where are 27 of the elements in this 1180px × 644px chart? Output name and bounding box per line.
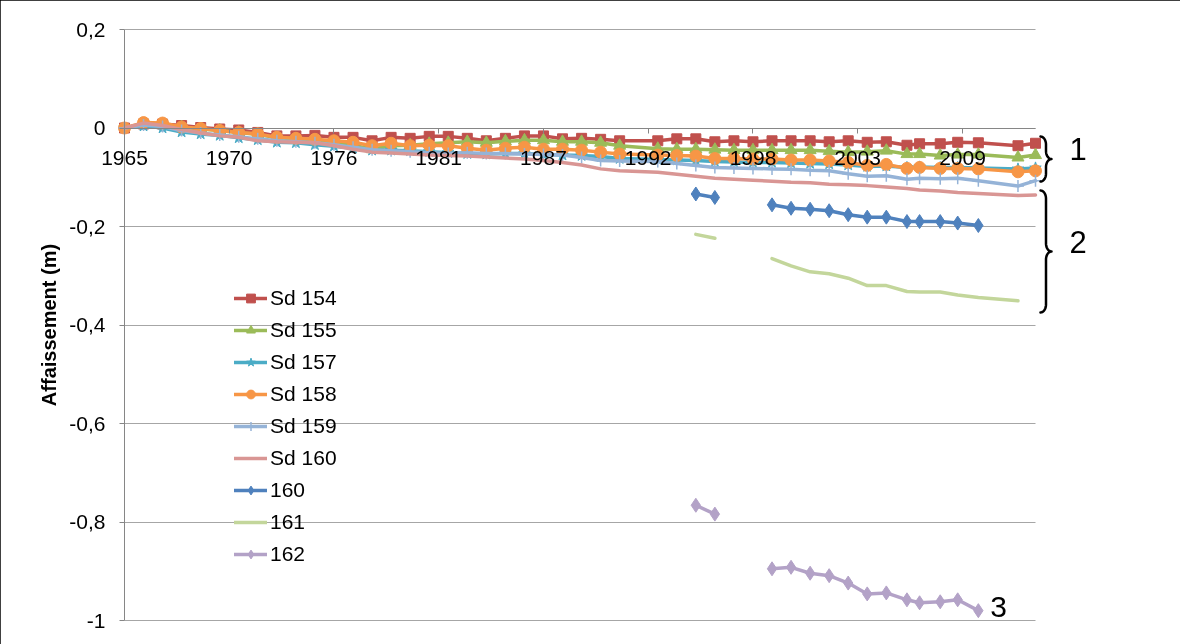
legend-label: Sd 154 [270, 286, 337, 310]
x-tick-label: 1976 [310, 146, 358, 169]
y-axis-title: Affaissement (m) [38, 243, 61, 407]
x-tick-label: 1970 [205, 146, 253, 169]
x-tick-label: 1965 [101, 146, 148, 169]
y-tick-label: 0,2 [76, 17, 106, 41]
legend-label: 160 [270, 478, 306, 502]
y-tick-label: 0 [93, 116, 106, 139]
y-tick-label: -0,4 [69, 313, 106, 336]
y-tick-label: -1 [86, 608, 106, 632]
text: 2 [1069, 224, 1087, 260]
x-tick-label: 2009 [939, 146, 986, 169]
x-tick-label: 1998 [729, 146, 777, 169]
x-tick-label: 1987 [520, 146, 567, 169]
legend-label: 161 [270, 510, 306, 534]
y-tick-label: -0,2 [69, 214, 106, 238]
legend-label: Sd 155 [270, 318, 337, 342]
legend-label: 162 [270, 542, 306, 566]
x-tick-label: 2003 [834, 146, 881, 169]
y-tick-label: -0,8 [69, 510, 106, 533]
legend-label: Sd 159 [270, 414, 337, 438]
legend-label: Sd 157 [270, 350, 337, 374]
annotation: 1 [1069, 132, 1087, 168]
legend-label: Sd 158 [270, 382, 337, 406]
legend-label: Sd 160 [270, 446, 337, 470]
annotation: 3 [990, 589, 1008, 623]
y-tick-label: -0,6 [69, 411, 106, 435]
